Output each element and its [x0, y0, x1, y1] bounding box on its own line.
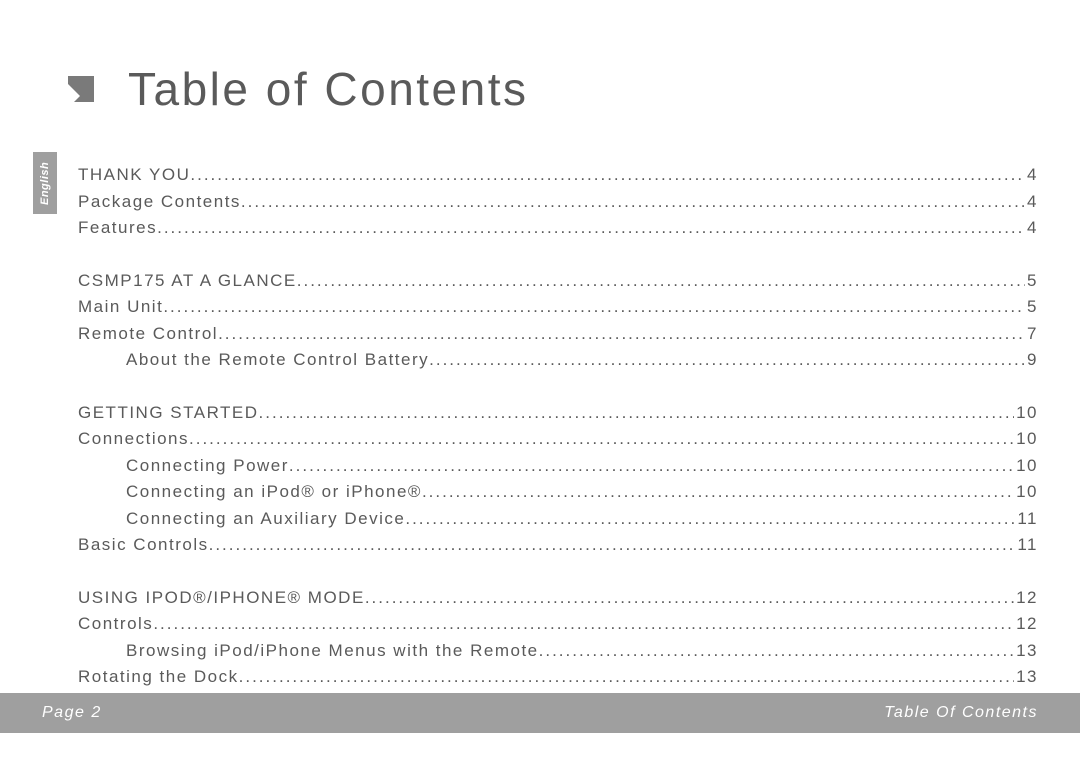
toc-leader-dots — [289, 453, 1014, 480]
page-header: Table of Contents — [62, 62, 529, 116]
toc-leader-dots — [153, 611, 1014, 638]
toc-row: Features 4 — [78, 215, 1038, 242]
toc-row: Package Contents 4 — [78, 189, 1038, 216]
toc-leader-dots — [190, 162, 1025, 189]
toc-entry-page: 12 — [1014, 585, 1038, 612]
toc-entry-label: Main Unit — [78, 294, 163, 321]
toc-entry-page: 10 — [1014, 400, 1038, 427]
toc-entry-label: Connections — [78, 426, 189, 453]
toc-entry-page: 10 — [1014, 453, 1038, 480]
toc-entry-label: Features — [78, 215, 157, 242]
footer-page-number: Page 2 — [42, 704, 102, 722]
toc-leader-dots — [405, 506, 1015, 533]
toc-entry-page: 4 — [1025, 162, 1038, 189]
toc-row: Browsing iPod/iPhone Menus with the Remo… — [78, 638, 1038, 665]
toc-leader-dots — [429, 347, 1025, 374]
toc-leader-dots — [241, 189, 1025, 216]
toc-entry-page: 4 — [1025, 189, 1038, 216]
toc-entry-label: Connecting an Auxiliary Device — [126, 506, 405, 533]
toc-entry-page: 11 — [1015, 532, 1038, 559]
toc-leader-dots — [239, 664, 1014, 691]
toc-entry-label: Connecting an iPod® or iPhone® — [126, 479, 422, 506]
toc-entry-label: Remote Control — [78, 321, 218, 348]
toc-leader-dots — [297, 268, 1025, 295]
toc-entry-page: 5 — [1025, 294, 1038, 321]
toc-leader-dots — [209, 532, 1016, 559]
footer-section-name: Table Of Contents — [884, 704, 1038, 722]
toc-gap — [78, 242, 1038, 268]
toc-entry-page: 13 — [1014, 664, 1038, 691]
page-footer: Page 2 Table Of Contents — [0, 693, 1080, 733]
toc-row: GETTING STARTED 10 — [78, 400, 1038, 427]
toc-gap — [78, 374, 1038, 400]
toc-leader-dots — [163, 294, 1025, 321]
toc-row: Rotating the Dock 13 — [78, 664, 1038, 691]
toc-entry-page: 11 — [1015, 506, 1038, 533]
toc-row: Connecting an Auxiliary Device 11 — [78, 506, 1038, 533]
toc-leader-dots — [365, 585, 1014, 612]
toc-leader-dots — [539, 638, 1014, 665]
toc-entry-label: Connecting Power — [126, 453, 289, 480]
toc-row: CSMP175 AT A GLANCE 5 — [78, 268, 1038, 295]
toc-entry-page: 13 — [1014, 638, 1038, 665]
toc-leader-dots — [422, 479, 1014, 506]
toc-entry-page: 12 — [1014, 611, 1038, 638]
toc-entry-label: CSMP175 AT A GLANCE — [78, 268, 297, 295]
toc-row: THANK YOU 4 — [78, 162, 1038, 189]
toc-entry-page: 10 — [1014, 426, 1038, 453]
toc-entry-page: 10 — [1014, 479, 1038, 506]
toc-row: Main Unit 5 — [78, 294, 1038, 321]
table-of-contents: THANK YOU 4 Package Contents 4 Features 4 CSMP… — [78, 162, 1038, 691]
toc-row: Connecting an iPod® or iPhone® 10 — [78, 479, 1038, 506]
toc-row: Remote Control 7 — [78, 321, 1038, 348]
toc-row: USING IPOD®/IPHONE® MODE 12 — [78, 585, 1038, 612]
page: English Table of Contents THANK YOU4Pack… — [0, 0, 1080, 761]
toc-entry-label: Package Contents — [78, 189, 241, 216]
toc-entry-label: USING IPOD®/IPHONE® MODE — [78, 585, 365, 612]
toc-entry-page: 4 — [1025, 215, 1038, 242]
arrow-down-right-icon — [62, 70, 100, 108]
toc-entry-label: GETTING STARTED — [78, 400, 259, 427]
toc-entry-label: About the Remote Control Battery — [126, 347, 429, 374]
toc-entry-label: Basic Controls — [78, 532, 209, 559]
toc-leader-dots — [259, 400, 1015, 427]
toc-entry-page: 7 — [1025, 321, 1038, 348]
toc-row: Connecting Power 10 — [78, 453, 1038, 480]
toc-leader-dots — [218, 321, 1025, 348]
toc-row: Controls 12 — [78, 611, 1038, 638]
language-tab: English — [33, 152, 57, 214]
toc-entry-page: 9 — [1025, 347, 1038, 374]
toc-entry-label: Rotating the Dock — [78, 664, 239, 691]
toc-entry-label: Browsing iPod/iPhone Menus with the Remo… — [126, 638, 539, 665]
toc-leader-dots — [157, 215, 1025, 242]
toc-entry-page: 5 — [1025, 268, 1038, 295]
toc-entry-label: THANK YOU — [78, 162, 190, 189]
toc-row: Connections 10 — [78, 426, 1038, 453]
toc-entry-label: Controls — [78, 611, 153, 638]
toc-gap — [78, 559, 1038, 585]
page-title: Table of Contents — [128, 62, 529, 116]
toc-row: About the Remote Control Battery 9 — [78, 347, 1038, 374]
toc-leader-dots — [189, 426, 1014, 453]
toc-row: Basic Controls 11 — [78, 532, 1038, 559]
language-label: English — [39, 161, 51, 204]
